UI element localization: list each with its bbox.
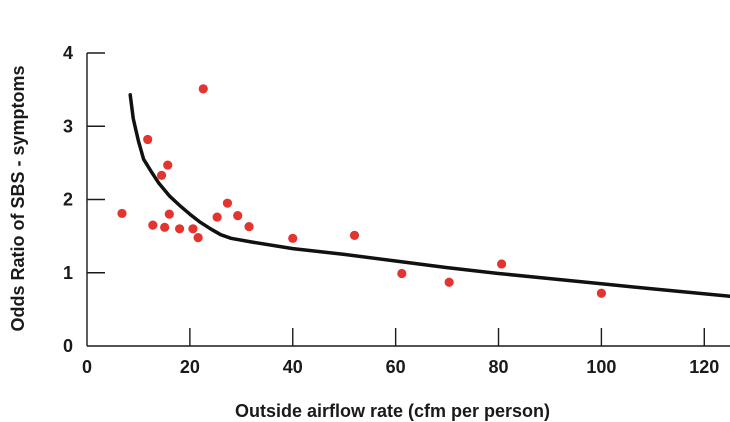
y-tick-label: 0 — [63, 336, 73, 356]
x-axis-title: Outside airflow rate (cfm per person) — [235, 401, 550, 421]
data-point — [163, 160, 173, 170]
data-point — [188, 224, 198, 234]
y-tick-label: 4 — [63, 43, 73, 63]
data-point — [349, 230, 360, 240]
data-point — [143, 134, 153, 145]
x-tick-label: 40 — [283, 357, 303, 377]
x-ticks: 0 20 40 60 80 100 120 — [82, 328, 719, 377]
data-point — [497, 259, 507, 269]
data-point — [148, 220, 158, 230]
data-point — [198, 84, 208, 94]
x-tick-label: 20 — [180, 357, 200, 377]
x-tick-label: 100 — [586, 357, 616, 377]
data-point — [174, 224, 185, 234]
data-point — [212, 212, 222, 222]
y-tick-label: 2 — [63, 190, 73, 210]
y-ticks: 0 1 2 3 4 — [63, 43, 105, 356]
data-point — [117, 208, 127, 219]
x-tick-label: 60 — [386, 357, 406, 377]
y-axis-title: Odds Ratio of SBS - symptoms — [8, 65, 28, 331]
x-tick-label: 80 — [489, 357, 509, 377]
x-tick-label: 120 — [689, 357, 719, 377]
data-point — [222, 198, 233, 208]
data-point — [244, 222, 254, 232]
fit-curve — [128, 93, 730, 298]
y-tick-label: 3 — [63, 116, 73, 136]
y-tick-label: 1 — [63, 263, 73, 283]
data-point — [596, 288, 607, 298]
data-point — [193, 232, 203, 243]
data-point — [164, 209, 174, 219]
data-point — [233, 211, 243, 221]
data-point — [397, 268, 407, 279]
data-point — [156, 170, 167, 180]
data-point — [288, 233, 298, 243]
data-point — [160, 222, 170, 232]
marks — [117, 84, 730, 298]
data-point — [444, 277, 454, 287]
axes — [86, 53, 730, 347]
x-tick-label: 0 — [82, 357, 92, 377]
